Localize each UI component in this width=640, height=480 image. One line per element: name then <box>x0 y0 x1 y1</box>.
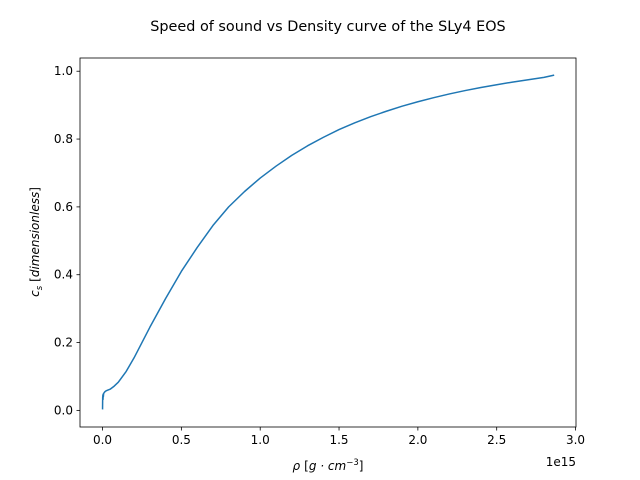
y-label-unit: dimensionless <box>28 192 42 277</box>
series-line <box>101 74 555 410</box>
x-axis-offset-label: 1e15 <box>546 455 576 469</box>
x-label-symbol: ρ <box>293 459 301 473</box>
x-label-open-bracket: [ <box>304 459 309 473</box>
y-axis-ticks: 0.0 0.2 0.4 0.6 0.8 1.0 <box>54 64 80 417</box>
x-tick-label: 0.0 <box>93 433 112 447</box>
y-tick-label: 0.4 <box>54 268 73 282</box>
y-label-close-bracket: ] <box>28 187 42 192</box>
x-tick-label: 0.5 <box>172 433 191 447</box>
y-tick-label: 0.8 <box>54 132 73 146</box>
x-label-close-bracket: ] <box>359 459 364 473</box>
chart-title: Speed of sound vs Density curve of the S… <box>150 19 505 35</box>
y-tick-label: 0.2 <box>54 336 73 350</box>
y-tick-label: 0.0 <box>54 403 73 417</box>
x-label-unit: g · cm <box>309 459 346 473</box>
x-label-exponent: −3 <box>346 458 359 468</box>
x-tick-label: 1.5 <box>329 433 348 447</box>
y-label-symbol: c <box>28 290 42 297</box>
x-tick-label: 2.5 <box>487 433 506 447</box>
y-tick-label: 1.0 <box>54 64 73 78</box>
y-axis-label: cs [dimensionless] <box>28 187 45 297</box>
x-tick-label: 3.0 <box>566 433 585 447</box>
y-label-subscript: s <box>35 285 45 290</box>
plot-area <box>101 74 555 410</box>
y-tick-label: 0.6 <box>54 200 73 214</box>
x-axis-label: ρ [g · cm−3] <box>293 458 364 473</box>
x-axis-ticks: 0.0 0.5 1.0 1.5 2.0 2.5 3.0 <box>93 427 585 447</box>
x-tick-label: 2.0 <box>408 433 427 447</box>
axes-frame <box>79 57 577 428</box>
y-label-open-bracket: [ <box>28 277 42 282</box>
x-tick-label: 1.0 <box>251 433 270 447</box>
